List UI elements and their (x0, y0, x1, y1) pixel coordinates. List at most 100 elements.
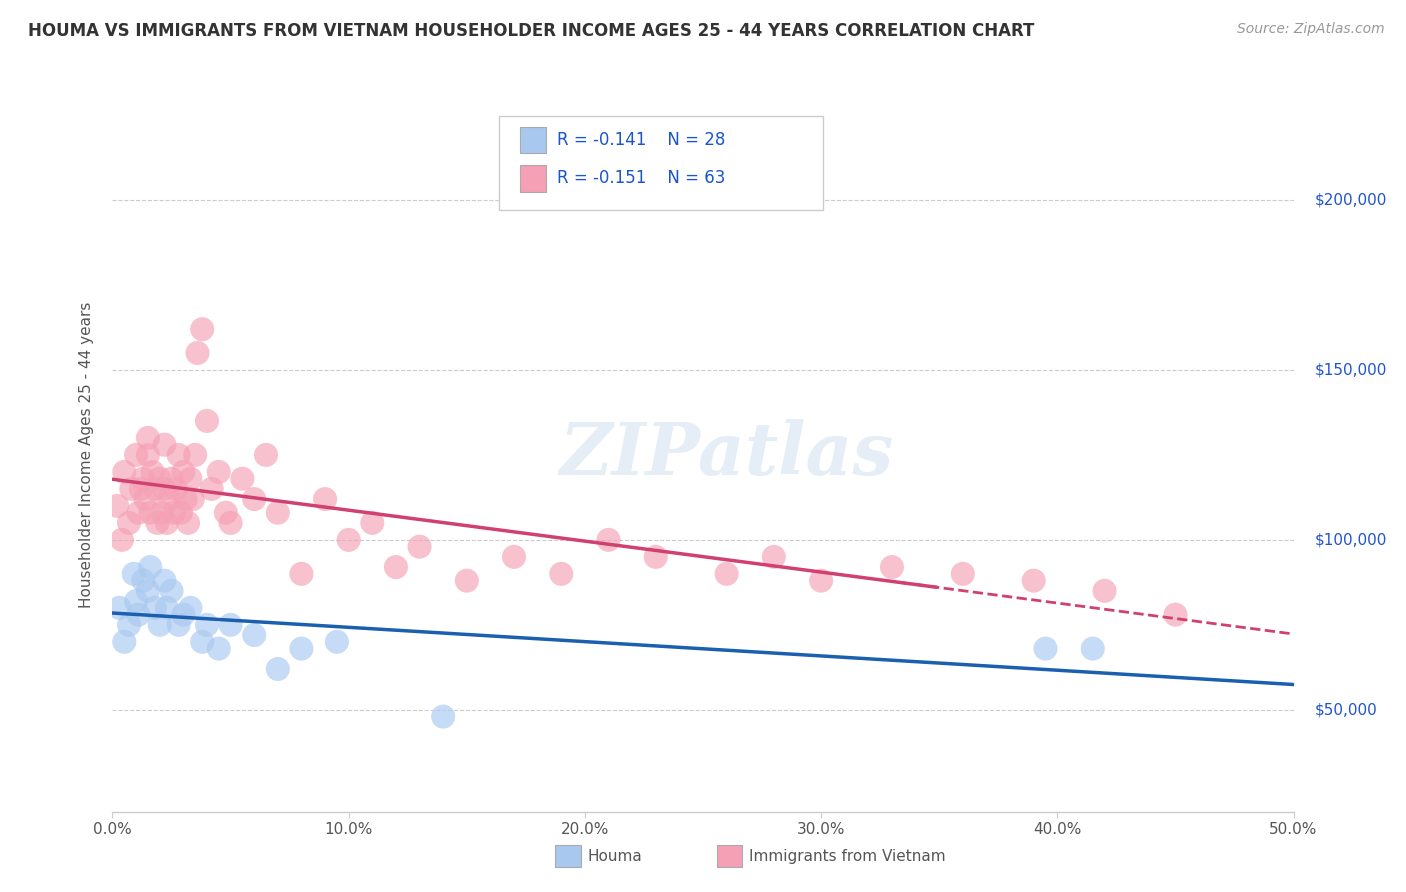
Point (139, 560, 162, 574)
Point (153, 438, 176, 452)
Point (219, 516, 242, 530)
Point (156, 600, 179, 615)
Point (125, 448, 148, 462)
Point (163, 506, 186, 520)
Point (167, 448, 190, 462)
Point (432, 709, 454, 723)
Point (644, 549, 666, 564)
Point (108, 600, 131, 615)
Point (810, 574, 832, 588)
Point (716, 566, 738, 581)
Point (112, 635, 135, 649)
Point (219, 617, 242, 632)
Y-axis label: Householder Income Ages 25 - 44 years: Householder Income Ages 25 - 44 years (79, 301, 94, 608)
Point (208, 465, 231, 479)
Point (179, 472, 201, 486)
Point (132, 472, 155, 486)
Point (135, 492, 157, 507)
Point (136, 431, 159, 445)
Point (195, 414, 218, 428)
Point (1081, 641, 1104, 656)
Point (156, 516, 179, 530)
Point (153, 482, 176, 496)
Point (408, 540, 430, 554)
Point (550, 566, 572, 581)
Point (172, 465, 194, 479)
Point (139, 506, 162, 520)
Point (177, 516, 200, 530)
Text: R = -0.151    N = 63: R = -0.151 N = 63 (557, 169, 725, 187)
Point (153, 574, 176, 588)
Point (167, 617, 190, 632)
Point (314, 492, 336, 507)
Point (243, 492, 266, 507)
Point (149, 617, 172, 632)
Point (143, 482, 166, 496)
Text: Source: ZipAtlas.com: Source: ZipAtlas.com (1237, 22, 1385, 37)
Point (179, 600, 201, 615)
Point (129, 482, 152, 496)
Point (127, 607, 149, 622)
Point (215, 506, 238, 520)
Point (112, 465, 135, 479)
Point (105, 499, 128, 513)
Point (181, 492, 204, 507)
Point (762, 549, 785, 564)
Point (136, 583, 159, 598)
Point (125, 594, 148, 608)
Point (290, 566, 312, 581)
Point (186, 346, 208, 360)
Point (243, 628, 266, 642)
Point (1094, 583, 1116, 598)
Point (184, 448, 207, 462)
Point (337, 533, 360, 547)
Point (267, 506, 290, 520)
Point (160, 583, 183, 598)
Point (456, 574, 478, 588)
Point (201, 482, 224, 496)
Point (598, 533, 620, 547)
Point (127, 506, 149, 520)
Text: R = -0.141    N = 28: R = -0.141 N = 28 (557, 131, 725, 149)
Text: ZIPatlas: ZIPatlas (560, 419, 894, 491)
Point (231, 472, 253, 486)
Point (326, 635, 349, 649)
Point (503, 549, 526, 564)
Text: $100,000: $100,000 (1315, 533, 1386, 548)
Text: $200,000: $200,000 (1315, 193, 1386, 208)
Point (165, 482, 187, 496)
Text: $150,000: $150,000 (1315, 362, 1386, 377)
Point (361, 516, 384, 530)
Point (170, 506, 193, 520)
Point (880, 560, 903, 574)
Point (150, 506, 173, 520)
Point (143, 600, 166, 615)
Point (385, 560, 408, 574)
Point (118, 617, 141, 632)
Point (118, 516, 141, 530)
Text: $50,000: $50,000 (1315, 702, 1378, 717)
Point (290, 641, 312, 656)
Point (952, 566, 974, 581)
Point (1164, 607, 1187, 622)
Text: HOUMA VS IMMIGRANTS FROM VIETNAM HOUSEHOLDER INCOME AGES 25 - 44 YEARS CORRELATI: HOUMA VS IMMIGRANTS FROM VIETNAM HOUSEHO… (28, 22, 1035, 40)
Point (122, 566, 145, 581)
Point (195, 617, 218, 632)
Point (1022, 574, 1045, 588)
Point (160, 472, 183, 486)
Point (174, 492, 197, 507)
Point (191, 322, 214, 336)
Point (120, 482, 142, 496)
Point (208, 641, 231, 656)
Point (1035, 641, 1057, 656)
Point (191, 635, 214, 649)
Point (267, 662, 290, 676)
Text: Immigrants from Vietnam: Immigrants from Vietnam (749, 849, 946, 863)
Point (157, 492, 180, 507)
Point (136, 448, 159, 462)
Point (142, 465, 165, 479)
Text: Houma: Houma (588, 849, 643, 863)
Point (172, 607, 194, 622)
Point (132, 574, 155, 588)
Point (146, 516, 169, 530)
